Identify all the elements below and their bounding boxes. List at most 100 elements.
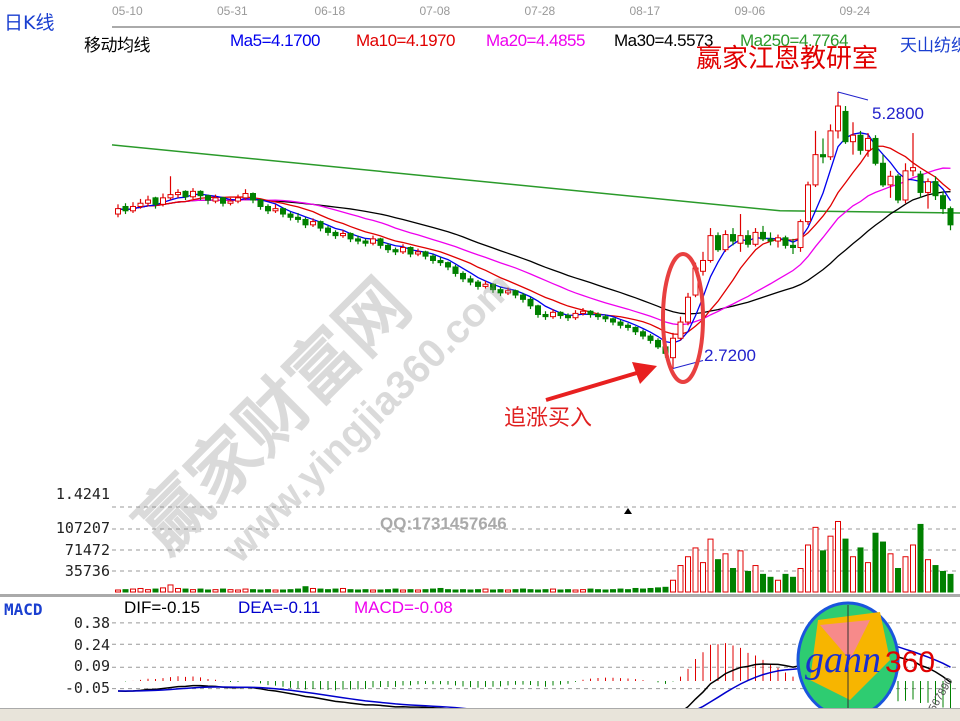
candlestick (880, 162, 886, 186)
candlestick (422, 251, 429, 257)
candlestick (467, 278, 474, 283)
volume-bar (692, 547, 699, 593)
candlestick (565, 315, 571, 319)
candlestick (602, 316, 609, 320)
volume-bar (482, 588, 489, 593)
volume-bar (842, 538, 849, 593)
candlestick (767, 238, 774, 242)
candlestick (670, 337, 676, 359)
date-tick-label: 09-24 (839, 4, 871, 18)
stock-name: 天山纺织 (900, 36, 960, 55)
candlestick (535, 305, 541, 315)
candlestick (287, 213, 294, 218)
dif-line (117, 632, 951, 720)
candlestick (917, 173, 924, 193)
candlestick (227, 200, 234, 204)
date-tick-label: 09-06 (734, 4, 766, 18)
candlestick (580, 310, 586, 314)
volume-bar (835, 520, 841, 593)
volume-bar (437, 587, 444, 593)
volume-bar (617, 588, 624, 593)
candlestick (197, 190, 204, 197)
candlestick (137, 202, 144, 207)
volume-bar (490, 589, 496, 593)
dea-line (117, 641, 951, 718)
highlight-ellipse (661, 252, 705, 384)
volume-bar (355, 589, 361, 593)
candlestick (145, 199, 151, 204)
volume-bar (280, 589, 286, 593)
low-price-label: 2.7200 (704, 346, 756, 365)
volume-bar (347, 589, 354, 593)
candlestick (115, 208, 121, 215)
volume-bar (730, 567, 736, 593)
candlestick (842, 110, 849, 143)
volume-bar (535, 589, 541, 593)
candlestick (700, 259, 706, 272)
volume-bar (752, 565, 759, 593)
candlestick (827, 130, 834, 158)
candlestick (325, 227, 331, 233)
candlestick (392, 249, 399, 253)
volume-bar (910, 544, 916, 593)
volume-bar (587, 588, 594, 593)
volume-bar (370, 589, 376, 593)
date-tick-label: 07-08 (419, 4, 451, 18)
volume-bar (497, 589, 504, 593)
bottom-scrollbar[interactable] (0, 708, 960, 721)
candlestick (445, 262, 451, 268)
ma30-line (117, 191, 951, 315)
macd-legend: MACD=-0.08 (354, 598, 453, 617)
volume-bar (902, 556, 909, 593)
ma10-legend: Ma10=4.1970 (356, 31, 455, 50)
ma5-legend: Ma5=4.1700 (230, 31, 321, 50)
candlestick (190, 190, 196, 198)
candlestick (235, 197, 241, 202)
volume-bar (782, 573, 789, 593)
candlestick (505, 290, 511, 294)
volume-bar (670, 579, 676, 593)
volume-bar (520, 588, 526, 593)
candlestick (737, 235, 744, 244)
volume-tick-label: 107207 (55, 519, 110, 537)
volume-bar (820, 550, 826, 593)
candlestick (857, 134, 864, 151)
candlestick (452, 266, 459, 274)
candlestick (400, 247, 406, 253)
candlestick (902, 170, 909, 201)
volume-bar (805, 544, 811, 593)
candlestick (482, 283, 489, 287)
volume-bar (257, 589, 264, 593)
volume-bar (565, 589, 571, 593)
volume-bar (865, 562, 871, 593)
ma20-line (117, 167, 951, 326)
candlestick (940, 195, 946, 210)
arrow-shaft (545, 370, 641, 402)
candlestick (797, 221, 804, 249)
candlestick (460, 272, 466, 280)
volume-bar (812, 526, 819, 593)
candlestick (257, 199, 264, 207)
volume-tick-label: 71472 (64, 541, 110, 559)
candlestick (850, 134, 856, 143)
ma250-line (111, 144, 960, 214)
macd-tick-label: 0.38 (73, 614, 110, 632)
candlestick (437, 259, 444, 264)
date-tick-label: 05-10 (112, 4, 143, 18)
indicator-name: 移动均线 (84, 36, 151, 55)
candlestick (632, 326, 639, 333)
volume-bar (685, 556, 691, 593)
volume-bar (925, 559, 931, 593)
candlestick (167, 194, 174, 199)
candlestick (527, 298, 534, 307)
chart-period-title: 日K线 (4, 12, 55, 34)
ma250-legend: Ma250=4.7764 (740, 31, 848, 50)
candlestick (512, 290, 519, 296)
date-tick-label: 06-18 (314, 4, 346, 18)
volume-bar (325, 589, 331, 593)
candlestick (295, 216, 301, 220)
volume-bar (272, 589, 279, 593)
candlestick (317, 221, 324, 229)
candlestick (430, 255, 436, 261)
volume-bar (527, 589, 534, 593)
